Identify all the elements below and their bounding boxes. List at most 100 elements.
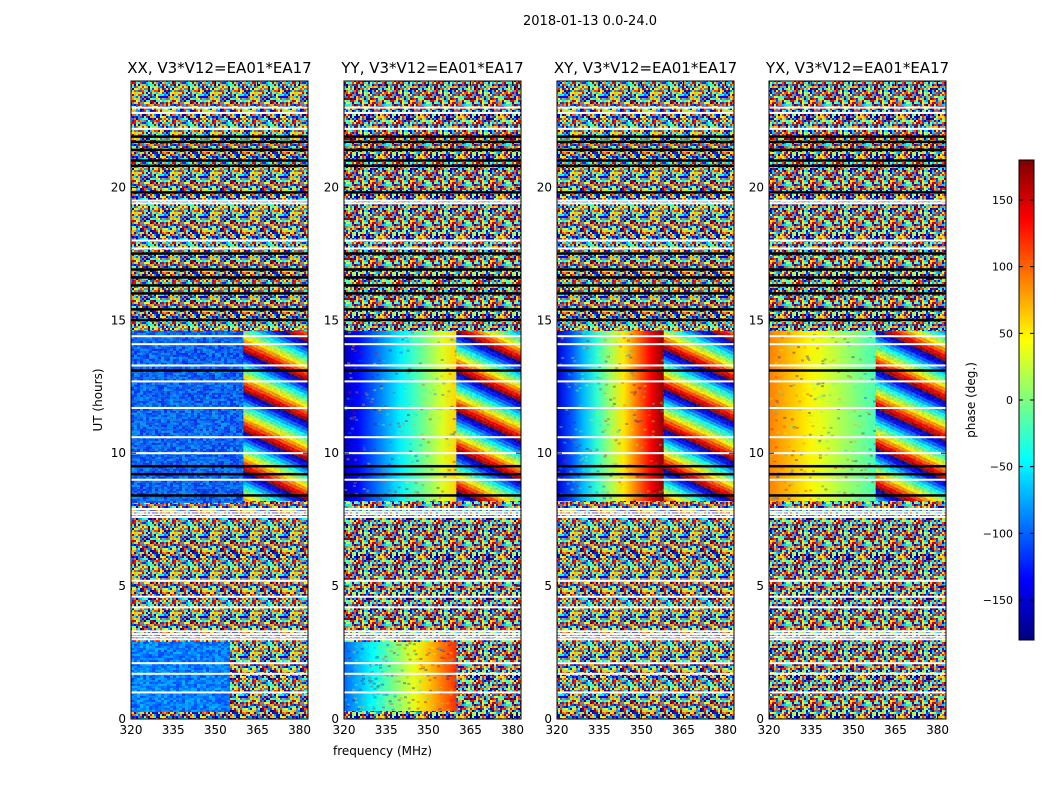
missing-row xyxy=(769,673,946,675)
flagged-row xyxy=(131,369,308,372)
missing-row xyxy=(557,479,734,481)
missing-row xyxy=(131,436,308,438)
missing-row xyxy=(344,452,521,454)
y-tick-label: 10 xyxy=(111,446,126,460)
colorbar-tick-label: 0 xyxy=(1006,394,1013,407)
flagged-row xyxy=(557,141,734,144)
missing-row xyxy=(344,247,521,249)
missing-row xyxy=(557,436,734,438)
y-tick-label: 15 xyxy=(749,313,764,327)
flagged-row xyxy=(557,308,734,311)
missing-row xyxy=(769,436,946,438)
flagged-row xyxy=(344,252,521,255)
flagged-row xyxy=(769,276,946,279)
panel-title: XY, V3*V12=EA01*EA17 xyxy=(554,59,737,77)
flagged-row xyxy=(557,465,734,468)
missing-row xyxy=(769,513,946,515)
missing-row xyxy=(131,633,308,635)
y-tick-label: 0 xyxy=(331,712,339,726)
x-tick-label: 335 xyxy=(588,723,611,737)
colorbar-tick-label: −100 xyxy=(983,527,1013,540)
colorbar-tick-label: 100 xyxy=(992,261,1013,274)
flagged-row xyxy=(131,276,308,279)
flagged-row xyxy=(557,268,734,271)
missing-row xyxy=(131,638,308,640)
missing-row xyxy=(557,240,734,242)
missing-row xyxy=(131,407,308,409)
flagged-row xyxy=(344,268,521,271)
flagged-row xyxy=(769,308,946,311)
flagged-row xyxy=(131,308,308,311)
missing-row xyxy=(131,580,308,582)
missing-row xyxy=(769,479,946,481)
y-tick-label: 5 xyxy=(118,579,126,593)
missing-row xyxy=(131,364,308,366)
flagged-row xyxy=(769,292,946,295)
flagged-row xyxy=(344,494,521,497)
x-tick-label: 365 xyxy=(672,723,695,737)
y-tick-label: 0 xyxy=(544,712,552,726)
flagged-row xyxy=(344,191,521,194)
missing-row xyxy=(557,630,734,632)
missing-row xyxy=(557,247,734,249)
x-axis-label: frequency (MHz) xyxy=(333,744,432,758)
missing-row xyxy=(344,107,521,109)
x-tick-label: 335 xyxy=(375,723,398,737)
missing-row xyxy=(557,343,734,345)
missing-row xyxy=(131,508,308,510)
missing-row xyxy=(344,479,521,481)
missing-row xyxy=(344,691,521,693)
missing-row xyxy=(344,436,521,438)
missing-row xyxy=(557,673,734,675)
missing-row xyxy=(769,364,946,366)
missing-row xyxy=(344,596,521,598)
missing-row xyxy=(131,112,308,114)
missing-row xyxy=(131,343,308,345)
missing-row xyxy=(344,513,521,515)
missing-row xyxy=(557,580,734,582)
missing-row xyxy=(131,511,308,513)
missing-row xyxy=(344,636,521,638)
colorbar-tick-label: 50 xyxy=(999,327,1013,340)
y-tick-label: 15 xyxy=(537,313,552,327)
flagged-row xyxy=(557,276,734,279)
missing-row xyxy=(769,662,946,664)
flagged-row xyxy=(344,165,521,168)
missing-row xyxy=(557,508,734,510)
flagged-row xyxy=(131,159,308,162)
missing-row xyxy=(131,128,308,130)
flagged-row xyxy=(131,292,308,295)
missing-row xyxy=(769,335,946,337)
missing-row xyxy=(557,107,734,109)
missing-row xyxy=(769,580,946,582)
missing-row xyxy=(131,691,308,693)
flagged-row xyxy=(344,292,521,295)
flagged-row xyxy=(557,159,734,162)
missing-row xyxy=(769,202,946,204)
missing-row xyxy=(769,516,946,518)
flagged-row xyxy=(344,276,521,279)
missing-row xyxy=(769,638,946,640)
panel-title: YX, V3*V12=EA01*EA17 xyxy=(765,59,949,77)
flagged-row xyxy=(131,191,308,194)
missing-row xyxy=(769,630,946,632)
missing-row xyxy=(344,673,521,675)
flagged-row xyxy=(769,494,946,497)
colorbar-tick-label: −50 xyxy=(990,461,1013,474)
colorbar-tick-label: 150 xyxy=(992,194,1013,207)
missing-row xyxy=(344,516,521,518)
flagged-row xyxy=(769,268,946,271)
flagged-row xyxy=(769,149,946,152)
y-tick-label: 5 xyxy=(756,579,764,593)
y-tick-label: 20 xyxy=(324,180,339,194)
flagged-row xyxy=(344,308,521,311)
flagged-row xyxy=(131,252,308,255)
missing-row xyxy=(344,335,521,337)
y-tick-label: 10 xyxy=(324,446,339,460)
missing-row xyxy=(131,662,308,664)
missing-row xyxy=(557,407,734,409)
missing-row xyxy=(769,200,946,202)
missing-row xyxy=(131,516,308,518)
